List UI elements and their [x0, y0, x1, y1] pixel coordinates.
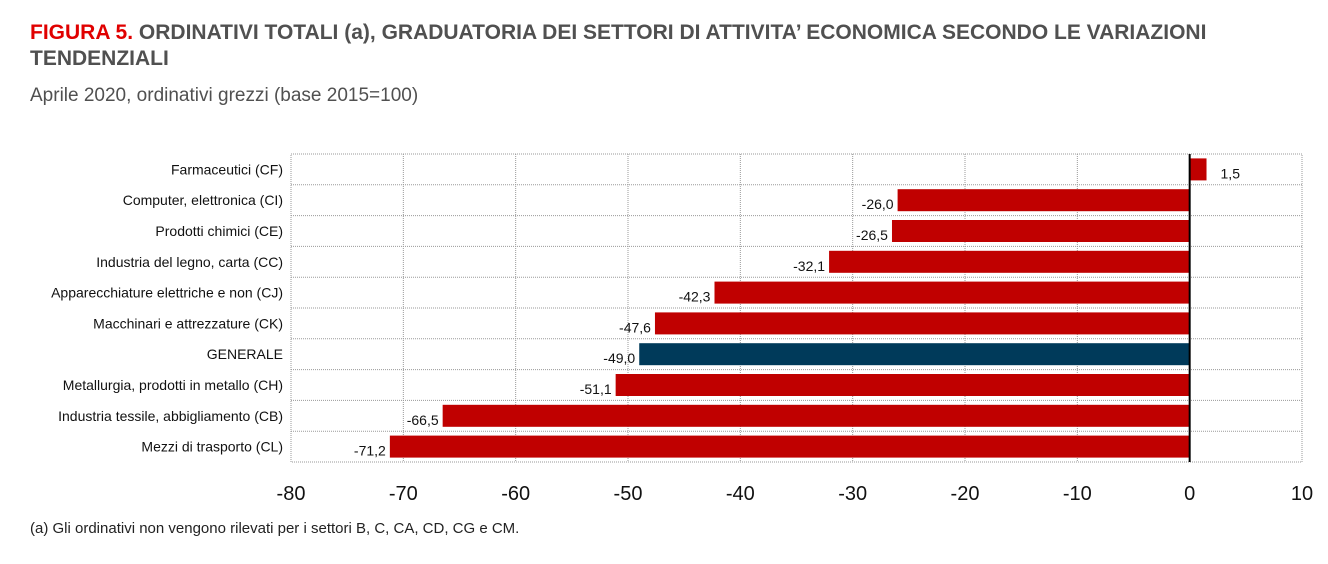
data-label: -32,1	[793, 258, 825, 274]
bar	[714, 281, 1190, 304]
x-tick-label: -80	[277, 483, 306, 505]
category-label: Apparecchiature elettriche e non (CJ)	[51, 285, 283, 301]
category-label: Industria del legno, carta (CC)	[96, 254, 283, 270]
x-tick-label: -20	[951, 483, 980, 505]
data-label: -26,0	[862, 196, 894, 212]
x-tick-label: 0	[1184, 483, 1195, 505]
category-label: Farmaceutici (CF)	[171, 161, 283, 177]
footnote: (a) Gli ordinativi non vengono rilevati …	[30, 520, 520, 537]
x-tick-label: -40	[726, 483, 755, 505]
bar	[442, 404, 1190, 427]
category-label: Industria tessile, abbigliamento (CB)	[58, 408, 283, 424]
x-tick-label: -60	[501, 483, 530, 505]
category-label: GENERALE	[207, 346, 283, 362]
bar	[639, 343, 1190, 366]
x-tick-label: 10	[1291, 483, 1313, 505]
bar	[615, 374, 1190, 396]
category-label: Computer, elettronica (CI)	[123, 192, 283, 208]
title-text: ORDINATIVI TOTALI (a), GRADUATORIA DEI S…	[30, 21, 1207, 70]
bar	[654, 312, 1190, 335]
bar	[897, 189, 1190, 212]
chart-title: FIGURA 5. ORDINATIVI TOTALI (a), GRADUAT…	[30, 20, 1290, 72]
data-label: -71,2	[354, 443, 386, 459]
x-tick-label: -70	[389, 483, 418, 505]
x-tick-label: -10	[1063, 483, 1092, 505]
data-label: -66,5	[407, 412, 439, 428]
category-label: Metallurgia, prodotti in metallo (CH)	[63, 377, 283, 393]
figure-label: FIGURA 5.	[30, 21, 134, 44]
category-label: Mezzi di trasporto (CL)	[141, 439, 283, 455]
bar	[1189, 158, 1207, 181]
chart-subtitle: Aprile 2020, ordinativi grezzi (base 201…	[30, 85, 419, 106]
bar	[829, 250, 1190, 273]
data-label: -42,3	[679, 289, 711, 305]
x-tick-label: -30	[838, 483, 867, 505]
data-label: -26,5	[856, 227, 888, 243]
category-label: Prodotti chimici (CE)	[155, 223, 283, 239]
data-label: 1,5	[1221, 165, 1241, 181]
data-label: -49,0	[603, 350, 635, 366]
bar	[891, 220, 1190, 242]
x-tick-label: -50	[614, 483, 643, 505]
bar	[389, 435, 1190, 458]
data-label: -51,1	[580, 381, 612, 397]
category-label: Macchinari e attrezzature (CK)	[93, 315, 283, 331]
data-label: -47,6	[619, 319, 651, 335]
